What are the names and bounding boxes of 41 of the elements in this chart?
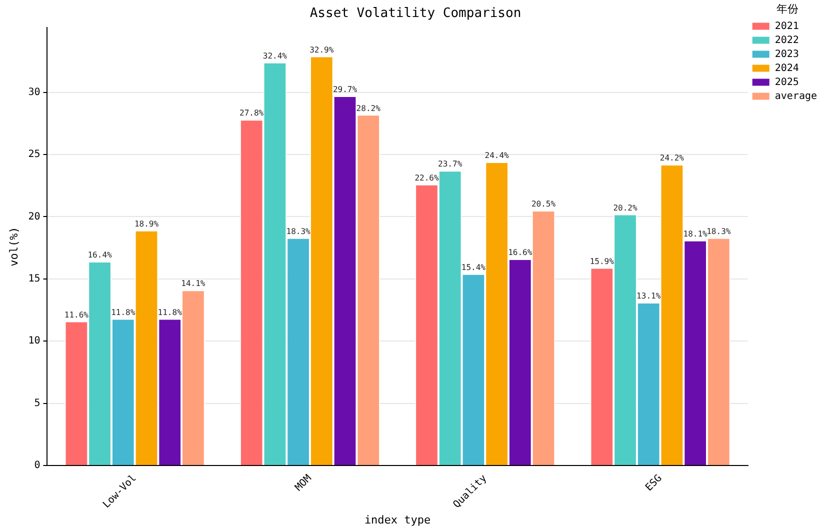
data-label: 16.4% <box>88 250 112 260</box>
y-tick-label: 5 <box>34 398 40 409</box>
y-tick-label: 30 <box>28 86 40 98</box>
data-label: 11.8% <box>158 308 182 317</box>
x-tick-label: ESG <box>644 472 664 494</box>
legend-label: 2022 <box>774 34 799 46</box>
legend-label: 2024 <box>774 62 799 74</box>
y-tick-label: 10 <box>28 336 40 347</box>
y-tick-label: 15 <box>28 273 40 284</box>
data-label: 32.4% <box>262 52 288 61</box>
data-label: 14.1% <box>181 279 206 288</box>
data-label: 18.3% <box>286 226 311 236</box>
data-label: 18.9% <box>134 219 159 228</box>
data-label: 15.4% <box>461 263 486 272</box>
data-label: 23.7% <box>438 160 462 169</box>
data-label: 27.8% <box>240 108 264 118</box>
data-label: 22.6% <box>414 173 439 182</box>
legend-label: 2023 <box>774 48 799 60</box>
data-label: 15.9% <box>590 256 614 266</box>
data-label: 11.8% <box>111 308 136 317</box>
data-label: 24.4% <box>484 151 510 160</box>
data-label: 24.2% <box>660 154 684 163</box>
data-label: 29.7% <box>332 85 358 94</box>
data-label: 20.5% <box>531 200 556 209</box>
data-label: 20.2% <box>613 203 638 212</box>
data-label: 11.6% <box>64 310 89 320</box>
data-label: 18.1% <box>683 229 708 238</box>
y-axis-title: vol(%) <box>7 226 20 266</box>
legend-label: 2021 <box>774 20 799 32</box>
data-label: 13.1% <box>636 292 661 301</box>
y-tick-label: 0 <box>34 460 40 472</box>
y-tick-label: 25 <box>28 149 40 160</box>
legend-label: average <box>774 90 818 102</box>
data-label: 18.3% <box>706 226 731 236</box>
data-label: 16.6% <box>508 248 532 258</box>
x-axis-title: index type <box>364 513 431 526</box>
chart-title: Asset Volatility Comparison <box>310 6 522 22</box>
data-label: 32.9% <box>310 45 334 54</box>
legend-label: 2025 <box>774 76 799 88</box>
y-tick-label: 20 <box>28 211 40 222</box>
data-label: 28.2% <box>356 104 381 113</box>
